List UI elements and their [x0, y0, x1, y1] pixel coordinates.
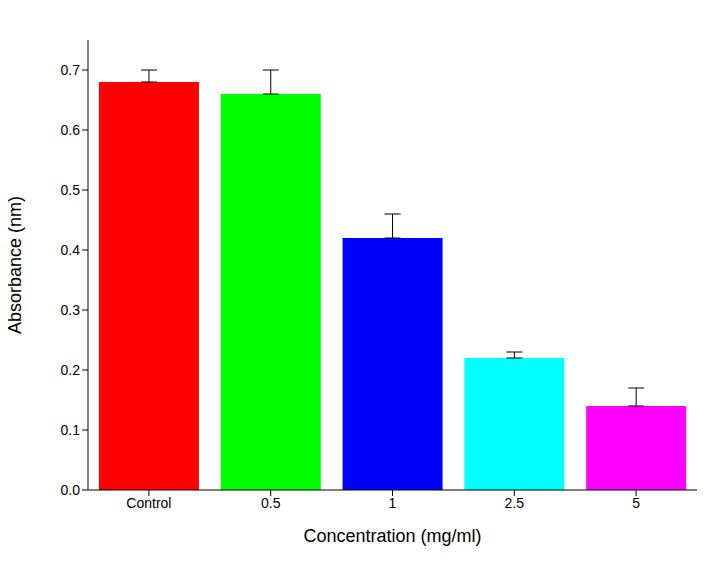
svg-text:0.5: 0.5 — [261, 495, 281, 511]
svg-text:0.2: 0.2 — [61, 362, 81, 378]
svg-text:0.4: 0.4 — [61, 242, 81, 258]
svg-text:0.0: 0.0 — [61, 482, 81, 498]
svg-text:0.6: 0.6 — [61, 122, 81, 138]
svg-text:0.5: 0.5 — [61, 182, 81, 198]
svg-text:5: 5 — [632, 495, 640, 511]
svg-text:0.3: 0.3 — [61, 302, 81, 318]
svg-text:0.1: 0.1 — [61, 422, 81, 438]
svg-text:1: 1 — [389, 495, 397, 511]
svg-text:Concentration (mg/ml): Concentration (mg/ml) — [303, 526, 481, 546]
svg-text:0.7: 0.7 — [61, 62, 81, 78]
svg-text:2.5: 2.5 — [505, 495, 525, 511]
svg-text:Absorbance (nm): Absorbance (nm) — [8, 196, 25, 334]
svg-text:Control: Control — [126, 495, 171, 511]
